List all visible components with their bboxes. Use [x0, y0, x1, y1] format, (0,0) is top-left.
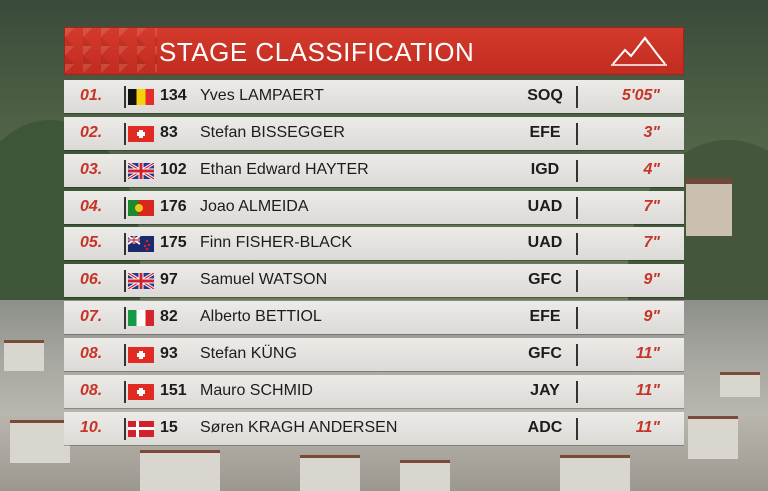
separator — [124, 417, 126, 440]
flag-sui-icon — [128, 125, 154, 142]
separator — [576, 307, 578, 330]
separator — [124, 380, 126, 403]
bib-number: 134 — [160, 87, 187, 104]
time-gap: 5'05" — [621, 87, 660, 104]
bib-number: 83 — [160, 123, 178, 141]
separator — [576, 417, 578, 440]
flag-ita-icon — [128, 310, 154, 327]
team-code: JAY — [530, 381, 560, 399]
separator — [124, 233, 126, 256]
classification-row: 05. 175 Finn FISHER-BLACK UAD 7" — [64, 227, 684, 261]
rider-name: Alberto BETTIOL — [200, 308, 322, 326]
rider-name: Yves LAMPAERT — [200, 87, 324, 104]
classification-row: 08. 93 Stefan KÜNG GFC 11" — [64, 337, 684, 371]
rank: 05. — [80, 234, 103, 252]
rider-name: Mauro SCHMID — [200, 381, 313, 399]
team-code: GFC — [528, 344, 562, 362]
rank: 10. — [80, 418, 103, 436]
rider-name: Finn FISHER-BLACK — [200, 234, 353, 252]
classification-row: 10. 15 Søren KRAGH ANDERSEN ADC 11" — [64, 411, 684, 445]
classification-row: 04. 176 Joao ALMEIDA UAD 7" — [64, 190, 684, 224]
separator — [124, 343, 126, 366]
time-gap: 11" — [635, 381, 660, 399]
rank: 02. — [80, 123, 103, 141]
separator — [576, 196, 578, 219]
flag-sui-icon — [128, 346, 154, 363]
time-gap: 9" — [643, 271, 660, 289]
time-gap: 4" — [643, 160, 660, 178]
bib-number: 82 — [160, 308, 178, 326]
rank: 06. — [80, 271, 103, 289]
rider-name: Søren KRAGH ANDERSEN — [200, 418, 398, 436]
team-code: GFC — [528, 271, 562, 289]
rider-name: Samuel WATSON — [200, 271, 328, 289]
flag-gbr-icon — [128, 162, 154, 179]
bib-number: 15 — [160, 418, 178, 436]
separator — [576, 380, 578, 403]
classification-header: STAGE CLASSIFICATION — [64, 27, 684, 75]
separator — [576, 86, 578, 108]
header-title: STAGE CLASSIFICATION — [159, 37, 475, 67]
rank: 07. — [80, 308, 103, 326]
team-code: EFE — [529, 123, 561, 141]
separator — [576, 122, 578, 145]
separator — [576, 233, 578, 256]
separator — [576, 159, 578, 182]
flag-bel-icon — [128, 89, 154, 105]
rank: 04. — [80, 197, 103, 215]
time-gap: 11" — [635, 418, 660, 436]
team-code: ADC — [527, 418, 563, 436]
flag-sui-icon — [128, 383, 154, 400]
bib-number: 102 — [160, 160, 187, 178]
bib-number: 175 — [160, 234, 187, 252]
team-code: UAD — [527, 197, 563, 215]
classification-row: 01. 134 Yves LAMPAERT SOQ 5'05" — [64, 80, 684, 113]
bib-number: 176 — [160, 197, 187, 215]
rider-name: Joao ALMEIDA — [200, 197, 309, 215]
flag-gbr-icon — [128, 273, 154, 290]
time-gap: 11" — [635, 344, 660, 362]
rank: 01. — [80, 87, 103, 104]
time-gap: 7" — [643, 197, 660, 215]
team-code: IGD — [530, 160, 560, 178]
separator — [124, 122, 126, 145]
mountain-icon — [611, 36, 667, 66]
team-code: SOQ — [527, 87, 563, 104]
separator — [124, 270, 126, 293]
separator — [124, 159, 126, 182]
time-gap: 7" — [643, 234, 660, 252]
flag-nzl-icon — [128, 236, 154, 253]
classification-row: 07. 82 Alberto BETTIOL EFE 9" — [64, 301, 684, 335]
rider-name: Ethan Edward HAYTER — [200, 160, 369, 178]
classification-row: 06. 97 Samuel WATSON GFC 9" — [64, 264, 684, 298]
flag-den-icon — [128, 420, 154, 437]
separator — [576, 343, 578, 366]
classification-row: 08. 151 Mauro SCHMID JAY 11" — [64, 374, 684, 408]
rank: 03. — [80, 160, 103, 178]
rider-name: Stefan BISSEGGER — [200, 123, 345, 141]
separator — [124, 196, 126, 219]
rank: 08. — [80, 344, 103, 362]
team-code: UAD — [527, 234, 563, 252]
team-code: EFE — [529, 308, 561, 326]
time-gap: 3" — [643, 123, 660, 141]
header-pattern — [65, 28, 157, 74]
bib-number: 93 — [160, 344, 178, 362]
separator — [576, 270, 578, 293]
bib-number: 151 — [160, 381, 187, 399]
bib-number: 97 — [160, 271, 178, 289]
time-gap: 9" — [643, 308, 660, 326]
classification-row: 02. 83 Stefan BISSEGGER EFE 3" — [64, 116, 684, 150]
rider-name: Stefan KÜNG — [200, 344, 297, 362]
separator — [124, 307, 126, 330]
flag-por-icon — [128, 199, 154, 216]
classification-row: 03. 102 Ethan Edward HAYTER IGD 4" — [64, 153, 684, 187]
rank: 08. — [80, 381, 103, 399]
separator — [124, 86, 126, 108]
classification-list: 01. 134 Yves LAMPAERT SOQ 5'05" 02. 83 Stefan B… — [64, 80, 684, 448]
